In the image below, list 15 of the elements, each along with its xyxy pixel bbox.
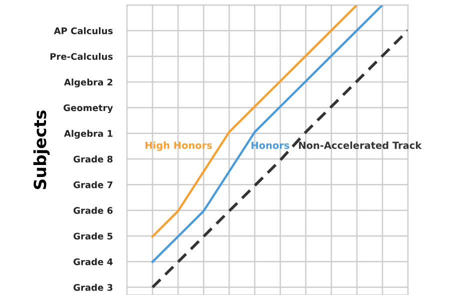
category-label: Grade 5 xyxy=(74,232,112,240)
category-label: Algebra 2 xyxy=(64,78,112,88)
category-label: Grade 6 xyxy=(74,206,113,214)
category-label: Grade 4 xyxy=(74,258,113,266)
category-label: Geometry xyxy=(64,104,113,114)
series-label: Non-Accelerated Track xyxy=(299,141,422,149)
series-label: High Honors xyxy=(146,141,212,151)
series-label: Honors xyxy=(252,142,290,149)
category-label: Algebra 1 xyxy=(64,130,112,139)
category-label: AP Calculus xyxy=(54,27,113,34)
category-label: Pre-Calculus xyxy=(50,52,113,60)
category-label: Grade 7 xyxy=(74,181,112,188)
category-label: Grade 8 xyxy=(74,156,113,163)
category-label: Grade 3 xyxy=(74,284,112,291)
y-axis-title: Subjects xyxy=(33,110,50,190)
